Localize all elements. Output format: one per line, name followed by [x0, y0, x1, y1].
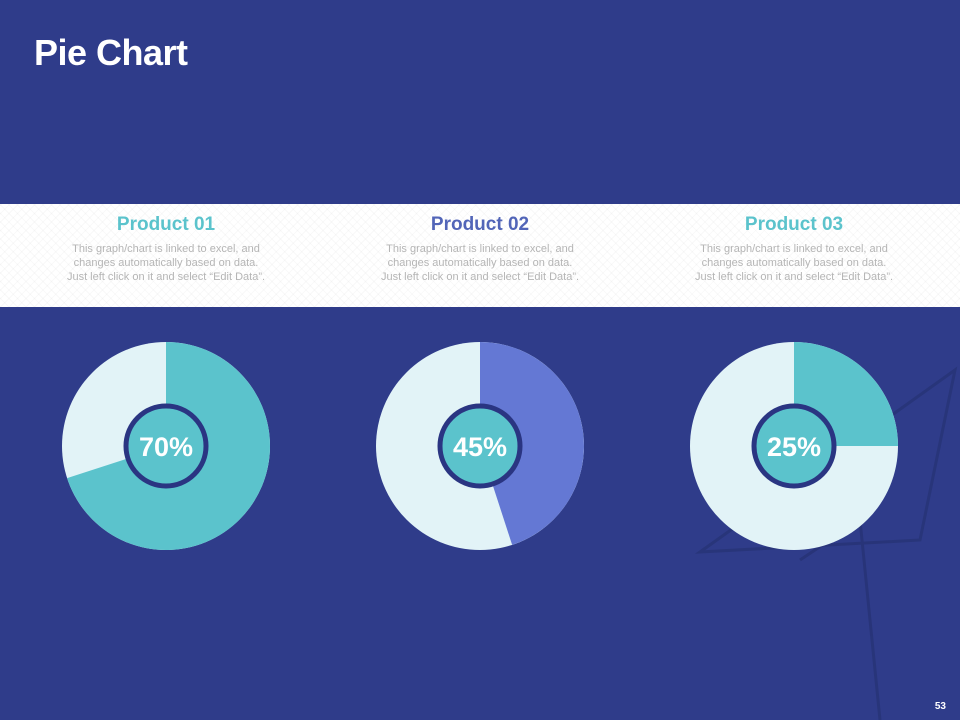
product-description-2: This graph/chart is linked to excel, and…	[380, 243, 580, 283]
product-title-2: Product 02	[430, 214, 530, 235]
pie-label-3: 25%	[767, 432, 821, 462]
pie-center-disc-2	[437, 403, 523, 489]
pie-center-disc-3	[751, 403, 837, 489]
product-description-3: This graph/chart is linked to excel, and…	[694, 243, 894, 283]
product-block-2: Product 02 This graph/chart is linked to…	[380, 214, 580, 284]
pie-label-2: 45%	[453, 432, 507, 462]
product-description-1: This graph/chart is linked to excel, and…	[66, 243, 266, 283]
product-block-3: Product 03 This graph/chart is linked to…	[694, 214, 894, 284]
page-number: 53	[934, 701, 946, 712]
product-band	[0, 204, 960, 307]
pie-value-slice-2	[480, 342, 584, 545]
product-title-1: Product 01	[116, 214, 216, 235]
product-block-1: Product 01 This graph/chart is linked to…	[66, 214, 266, 284]
slide-title: Pie Chart	[34, 32, 188, 73]
pie-center-disc-1	[123, 403, 209, 489]
product-title-3: Product 03	[744, 214, 844, 235]
pie-label-1: 70%	[139, 432, 193, 462]
